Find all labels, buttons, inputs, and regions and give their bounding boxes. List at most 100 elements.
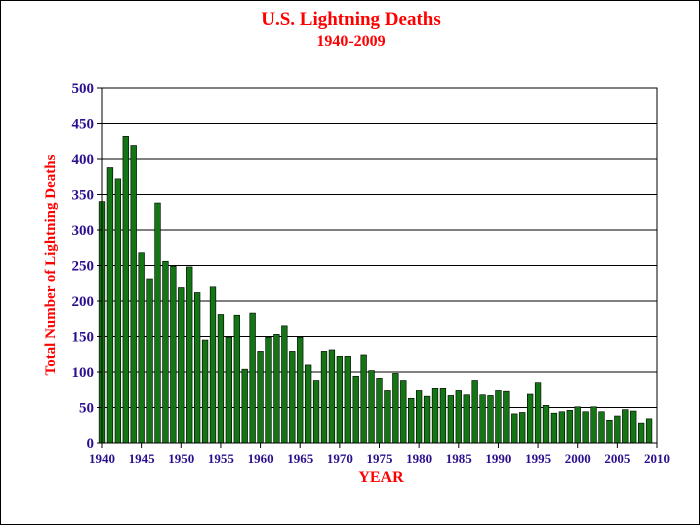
bar-2000 bbox=[574, 406, 581, 444]
bar-2006 bbox=[622, 409, 629, 444]
bar-1969 bbox=[328, 349, 336, 444]
chart-title: U.S. Lightning Deaths bbox=[261, 9, 441, 30]
bar-1972 bbox=[352, 375, 359, 444]
bar-1979 bbox=[408, 397, 415, 444]
bar-2005 bbox=[614, 415, 621, 444]
bar-1950 bbox=[178, 287, 185, 444]
bar-2009 bbox=[645, 418, 653, 444]
bar-1980 bbox=[415, 390, 423, 444]
y-tick-label: 0 bbox=[87, 436, 95, 452]
bar-1983 bbox=[439, 388, 447, 444]
bar-1960 bbox=[257, 351, 264, 444]
y-tick-label: 250 bbox=[72, 259, 95, 275]
x-tick-label: 1970 bbox=[327, 451, 353, 466]
x-tick-label: 2000 bbox=[565, 451, 591, 466]
bar-1956 bbox=[225, 336, 233, 444]
x-tick-label: 1955 bbox=[208, 451, 235, 466]
bar-1978 bbox=[400, 380, 407, 444]
bar-1987 bbox=[471, 380, 478, 444]
y-tick-label: 150 bbox=[72, 330, 95, 346]
bar-1955 bbox=[217, 314, 225, 444]
bar-1970 bbox=[336, 356, 344, 444]
bar-1943 bbox=[122, 135, 129, 444]
y-tick-label: 50 bbox=[79, 401, 94, 417]
bar-1981 bbox=[423, 395, 431, 444]
x-tick-label: 1945 bbox=[129, 451, 156, 466]
bar-2003 bbox=[598, 411, 605, 444]
bar-1992 bbox=[511, 413, 518, 444]
x-tick-label: 1990 bbox=[485, 451, 511, 466]
bar-1973 bbox=[360, 354, 367, 444]
bar-1976 bbox=[384, 390, 391, 444]
x-tick-label: 1995 bbox=[525, 451, 552, 466]
x-tick-label: 2010 bbox=[644, 451, 670, 466]
bar-1990 bbox=[495, 390, 502, 444]
bar-1962 bbox=[273, 334, 280, 444]
x-tick-label: 1960 bbox=[248, 451, 274, 466]
bar-2002 bbox=[590, 406, 597, 444]
x-tick-label: 1980 bbox=[406, 451, 432, 466]
y-tick-label: 200 bbox=[72, 294, 95, 310]
bar-1946 bbox=[146, 278, 153, 444]
y-tick-label: 100 bbox=[72, 365, 95, 381]
x-tick-label: 2005 bbox=[604, 451, 631, 466]
bar-1942 bbox=[114, 178, 122, 444]
bar-1957 bbox=[233, 314, 240, 444]
bar-1988 bbox=[479, 394, 486, 444]
bar-1986 bbox=[463, 394, 470, 444]
bar-1953 bbox=[201, 339, 209, 444]
bar-1997 bbox=[550, 412, 558, 444]
bar-1945 bbox=[138, 252, 145, 444]
bar-1996 bbox=[542, 405, 550, 444]
x-tick-label: 1975 bbox=[367, 451, 394, 466]
bar-1998 bbox=[558, 411, 566, 444]
bar-1963 bbox=[281, 325, 288, 444]
bar-1977 bbox=[392, 373, 399, 444]
bar-1949 bbox=[170, 265, 177, 444]
bar-1947 bbox=[154, 202, 161, 444]
bar-1967 bbox=[312, 380, 320, 444]
bar-1966 bbox=[304, 364, 312, 444]
x-tick-label: 1950 bbox=[168, 451, 194, 466]
bar-1965 bbox=[297, 336, 304, 444]
bar-1971 bbox=[344, 356, 351, 444]
x-tick-labels: 1940 1945 1950 1955 1960 1965 1970 1975 1980 1985… bbox=[89, 443, 670, 466]
bar-2008 bbox=[637, 422, 645, 444]
y-tick-label: 350 bbox=[72, 188, 95, 204]
bar-1968 bbox=[320, 351, 328, 444]
bar-1944 bbox=[130, 145, 137, 444]
y-tick-label: 400 bbox=[72, 152, 95, 168]
x-tick-label: 1940 bbox=[89, 451, 115, 466]
bar-1982 bbox=[431, 388, 439, 444]
bar-1961 bbox=[265, 336, 272, 444]
y-tick-label: 300 bbox=[72, 223, 95, 239]
x-tick-label: 1985 bbox=[446, 451, 473, 466]
bar-1994 bbox=[526, 393, 534, 444]
bar-1948 bbox=[162, 260, 169, 444]
x-axis-label: YEAR bbox=[358, 469, 404, 486]
y-tick-label: 500 bbox=[72, 81, 95, 97]
bar-1993 bbox=[519, 412, 526, 444]
bar-1951 bbox=[186, 266, 193, 444]
bar-1964 bbox=[289, 351, 296, 444]
bar-2001 bbox=[582, 411, 589, 444]
bar-1959 bbox=[249, 312, 256, 444]
y-axis-label: Total Number of Lightning Deaths bbox=[43, 154, 59, 375]
bar-1999 bbox=[566, 410, 573, 444]
y-tick-labels: 0 50 100 150 200 250 300 350 400 450 500 bbox=[72, 81, 102, 452]
bar-1974 bbox=[368, 370, 375, 444]
bar-1991 bbox=[503, 390, 510, 444]
y-tick-label: 450 bbox=[72, 117, 95, 133]
bar-1952 bbox=[193, 292, 201, 444]
bar-1975 bbox=[376, 378, 383, 444]
chart-subtitle: 1940-2009 bbox=[316, 33, 385, 50]
x-tick-label: 1965 bbox=[287, 451, 314, 466]
bar-1995 bbox=[534, 382, 542, 444]
bar-1941 bbox=[106, 167, 114, 444]
bar-2004 bbox=[606, 419, 613, 444]
bar-1989 bbox=[487, 395, 494, 444]
bar-1958 bbox=[241, 368, 248, 444]
bar-1984 bbox=[447, 395, 455, 444]
